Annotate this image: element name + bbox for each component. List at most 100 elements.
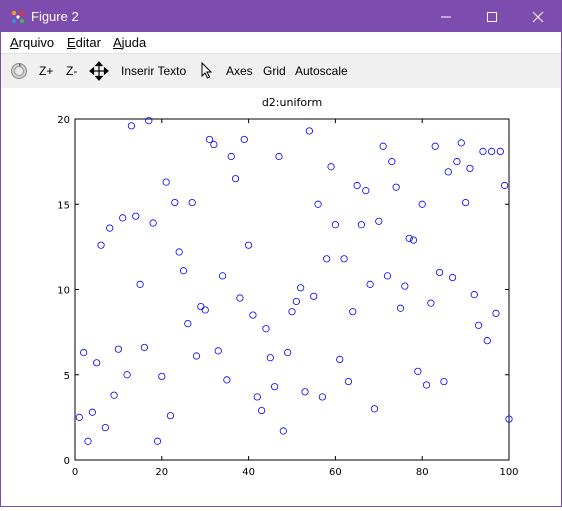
menu-edit-hotkey: E (67, 35, 76, 50)
data-point (227, 152, 235, 161)
select-arrow-icon[interactable] (197, 61, 217, 81)
data-point (123, 371, 131, 379)
zoom-out-button[interactable]: Z- (66, 64, 78, 78)
y-tick-label: 0 (64, 456, 70, 467)
insert-text-button[interactable]: Inserir Texto (121, 64, 187, 78)
maximize-icon (487, 11, 497, 22)
minimize-button[interactable] (423, 1, 469, 32)
data-point (314, 200, 322, 208)
data-point (158, 372, 166, 381)
data-point (110, 391, 118, 399)
data-point (379, 142, 387, 150)
data-point (431, 142, 439, 150)
data-point (349, 308, 357, 316)
data-point (240, 135, 248, 144)
data-point (444, 168, 452, 176)
data-point (353, 181, 361, 190)
data-point (305, 127, 313, 135)
zoom-in-button[interactable]: Z+ (39, 64, 54, 78)
figure-canvas[interactable]: d2:uniform 0 20 40 60 80 100 0 5 10 15 20 (1, 88, 561, 506)
menu-edit-label: ditar (75, 35, 101, 50)
rotate-icon[interactable] (9, 61, 29, 81)
data-point (331, 221, 339, 229)
data-point (383, 272, 392, 280)
axes-frame (74, 118, 510, 461)
data-point (205, 135, 214, 144)
menu-file[interactable]: Arquivo (10, 35, 54, 50)
y-tick-label: 15 (57, 200, 70, 211)
x-tick-label: 0 (72, 467, 78, 478)
data-point (366, 280, 374, 288)
data-point (362, 187, 370, 195)
data-point (475, 321, 483, 329)
data-point (466, 164, 474, 173)
data-point (405, 234, 413, 242)
data-point (175, 248, 183, 256)
data-point (84, 437, 92, 445)
data-point (166, 412, 175, 420)
data-point (184, 320, 192, 328)
data-point (327, 163, 335, 171)
data-point (266, 354, 274, 362)
close-button[interactable] (515, 1, 561, 32)
data-point (370, 405, 379, 413)
x-tick-label: 60 (329, 467, 342, 478)
data-point (409, 236, 418, 244)
data-point (106, 224, 114, 232)
data-point (310, 292, 318, 300)
data-point (336, 355, 344, 364)
grid-button[interactable]: Grid (263, 64, 286, 78)
data-point (440, 377, 448, 386)
data-point (396, 304, 405, 312)
data-point (258, 406, 266, 415)
data-point (292, 297, 300, 306)
data-point (201, 306, 209, 314)
chart-title: d2:uniform (262, 96, 322, 109)
data-point (145, 117, 153, 125)
axis-ticks: 0 20 40 60 80 100 0 5 10 15 20 (57, 115, 518, 478)
window-title: Figure 2 (31, 9, 79, 24)
data-point (214, 347, 222, 355)
data-point (422, 381, 431, 389)
data-point (501, 181, 509, 190)
x-tick-label: 20 (155, 467, 168, 478)
data-point (457, 139, 465, 147)
data-point (88, 408, 96, 416)
scatter-plot: d2:uniform 0 20 40 60 80 100 0 5 10 15 20 (57, 96, 518, 478)
data-point (192, 352, 201, 360)
data-point (392, 183, 400, 191)
data-point (479, 147, 487, 155)
data-point (114, 345, 123, 353)
title-bar[interactable]: Figure 2 (1, 1, 561, 32)
data-point (427, 299, 435, 307)
data-point (136, 280, 144, 288)
minimize-icon (441, 16, 451, 17)
data-point (171, 198, 179, 207)
data-point (318, 393, 326, 401)
menu-edit[interactable]: Editar (67, 35, 101, 50)
data-point (418, 200, 426, 208)
data-point (340, 255, 348, 263)
data-point (223, 376, 231, 384)
data-point (245, 241, 253, 249)
data-point (492, 309, 500, 317)
data-point (162, 178, 170, 186)
data-point (488, 147, 496, 155)
data-point (210, 140, 218, 149)
pan-icon[interactable] (89, 61, 109, 81)
data-point (297, 284, 305, 292)
menu-help[interactable]: Ajuda (113, 35, 146, 50)
menu-file-label: rquivo (18, 35, 55, 50)
data-point (375, 217, 383, 225)
data-point (262, 325, 270, 333)
data-point (470, 291, 478, 299)
data-point (357, 221, 366, 229)
autoscale-button[interactable]: Autoscale (295, 64, 348, 78)
data-point (119, 214, 127, 222)
data-point (284, 348, 292, 357)
menu-help-hotkey: A (113, 35, 122, 50)
data-point (101, 424, 109, 432)
axes-button[interactable]: Axes (226, 64, 253, 78)
maximize-button[interactable] (469, 1, 515, 32)
